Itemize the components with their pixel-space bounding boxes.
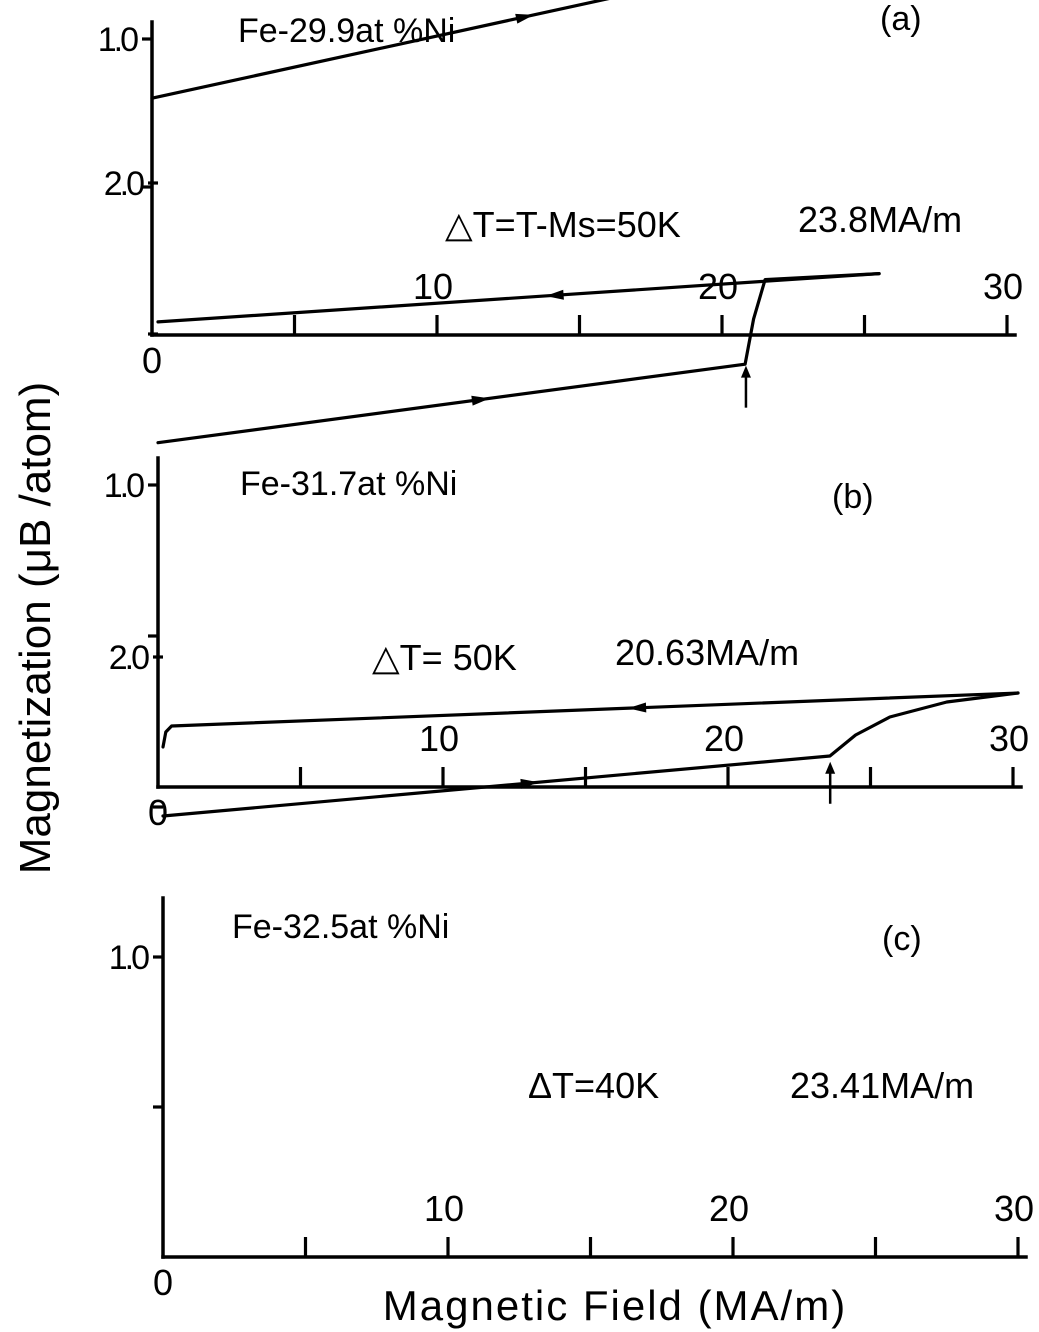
y-tick-label: 1.0: [109, 939, 149, 977]
panel-c: 0 10 20 30 1.0 2.0 Fe-32.5at %Ni (c) ΔT=40K 23.41…: [109, 639, 1034, 1303]
x-tick-label: 20: [704, 718, 744, 759]
panel-title: Fe-31.7at %Ni: [240, 465, 457, 503]
y-axis-label: Magnetization (μB /atom): [11, 382, 60, 874]
x-tick-label: 30: [983, 266, 1023, 307]
direction-arrow: [471, 395, 490, 406]
y-tick-label: 1.0: [98, 21, 138, 59]
panel-b: 0 10 20 30 1.0 2.0 Fe-31.7at %Ni (b) △T= 50K 20.6…: [104, 165, 1029, 833]
direction-arrow: [520, 778, 539, 789]
y-tick-label: 2.0: [109, 639, 149, 677]
panel-title: Fe-32.5at %Ni: [232, 908, 449, 946]
x-tick-label: 30: [994, 1188, 1034, 1229]
delta-t-annotation: △T=T-Ms=50K: [445, 204, 681, 245]
x-tick-label: 10: [413, 266, 453, 307]
x-tick-label: 20: [709, 1188, 749, 1229]
direction-arrow: [515, 13, 534, 24]
panel-label: (c): [882, 920, 922, 958]
delta-t-annotation: ΔT=40K: [528, 1065, 659, 1106]
x-tick-label: 0: [153, 1262, 173, 1303]
series-line: [161, 691, 1020, 818]
critical-field-label: 20.63MA/m: [615, 632, 799, 673]
x-tick-label: 30: [989, 718, 1029, 759]
series-line: [161, 691, 1020, 749]
critical-field-label: 23.41MA/m: [790, 1065, 974, 1106]
panel-label: (b): [832, 478, 874, 516]
x-tick-label: 0: [148, 792, 168, 833]
y-tick-label: 1.0: [104, 467, 144, 505]
x-tick-label: 0: [142, 340, 162, 381]
x-tick-label: 10: [419, 718, 459, 759]
x-tick-label: 10: [424, 1188, 464, 1229]
panel-title: Fe-29.9at %Ni: [238, 12, 455, 50]
series-line: [156, 272, 881, 324]
delta-t-annotation: △T= 50K: [372, 637, 517, 678]
x-axis-label: Magnetic Field (MA/m): [383, 1282, 847, 1329]
critical-field-arrowhead: [740, 365, 751, 378]
direction-arrow: [628, 702, 647, 713]
critical-field-arrowhead: [825, 761, 836, 774]
y-tick-label: 2.0: [104, 165, 144, 203]
panel-label: (a): [880, 0, 922, 38]
direction-arrow: [545, 289, 564, 300]
critical-field-label: 23.8MA/m: [798, 199, 962, 240]
